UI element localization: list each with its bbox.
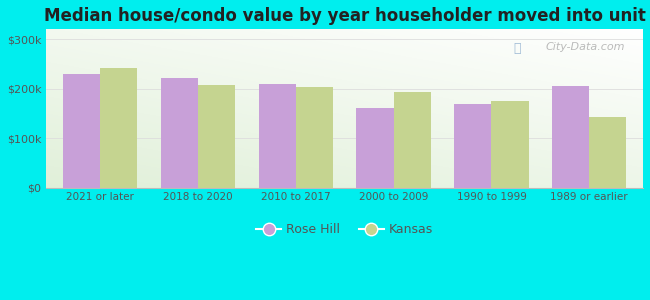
Bar bbox=[198, 85, 235, 188]
Bar bbox=[161, 78, 198, 188]
Text: ⓘ: ⓘ bbox=[514, 42, 521, 55]
Bar bbox=[590, 117, 627, 188]
Bar bbox=[552, 86, 590, 188]
Bar bbox=[356, 108, 394, 188]
Bar bbox=[296, 87, 333, 188]
Bar bbox=[259, 84, 296, 188]
Text: City-Data.com: City-Data.com bbox=[545, 42, 625, 52]
Bar bbox=[454, 104, 491, 188]
Legend: Rose Hill, Kansas: Rose Hill, Kansas bbox=[252, 218, 438, 242]
Bar bbox=[63, 74, 100, 188]
Bar bbox=[394, 92, 431, 188]
Bar bbox=[491, 101, 528, 188]
Bar bbox=[100, 68, 137, 188]
Title: Median house/condo value by year householder moved into unit: Median house/condo value by year househo… bbox=[44, 7, 645, 25]
